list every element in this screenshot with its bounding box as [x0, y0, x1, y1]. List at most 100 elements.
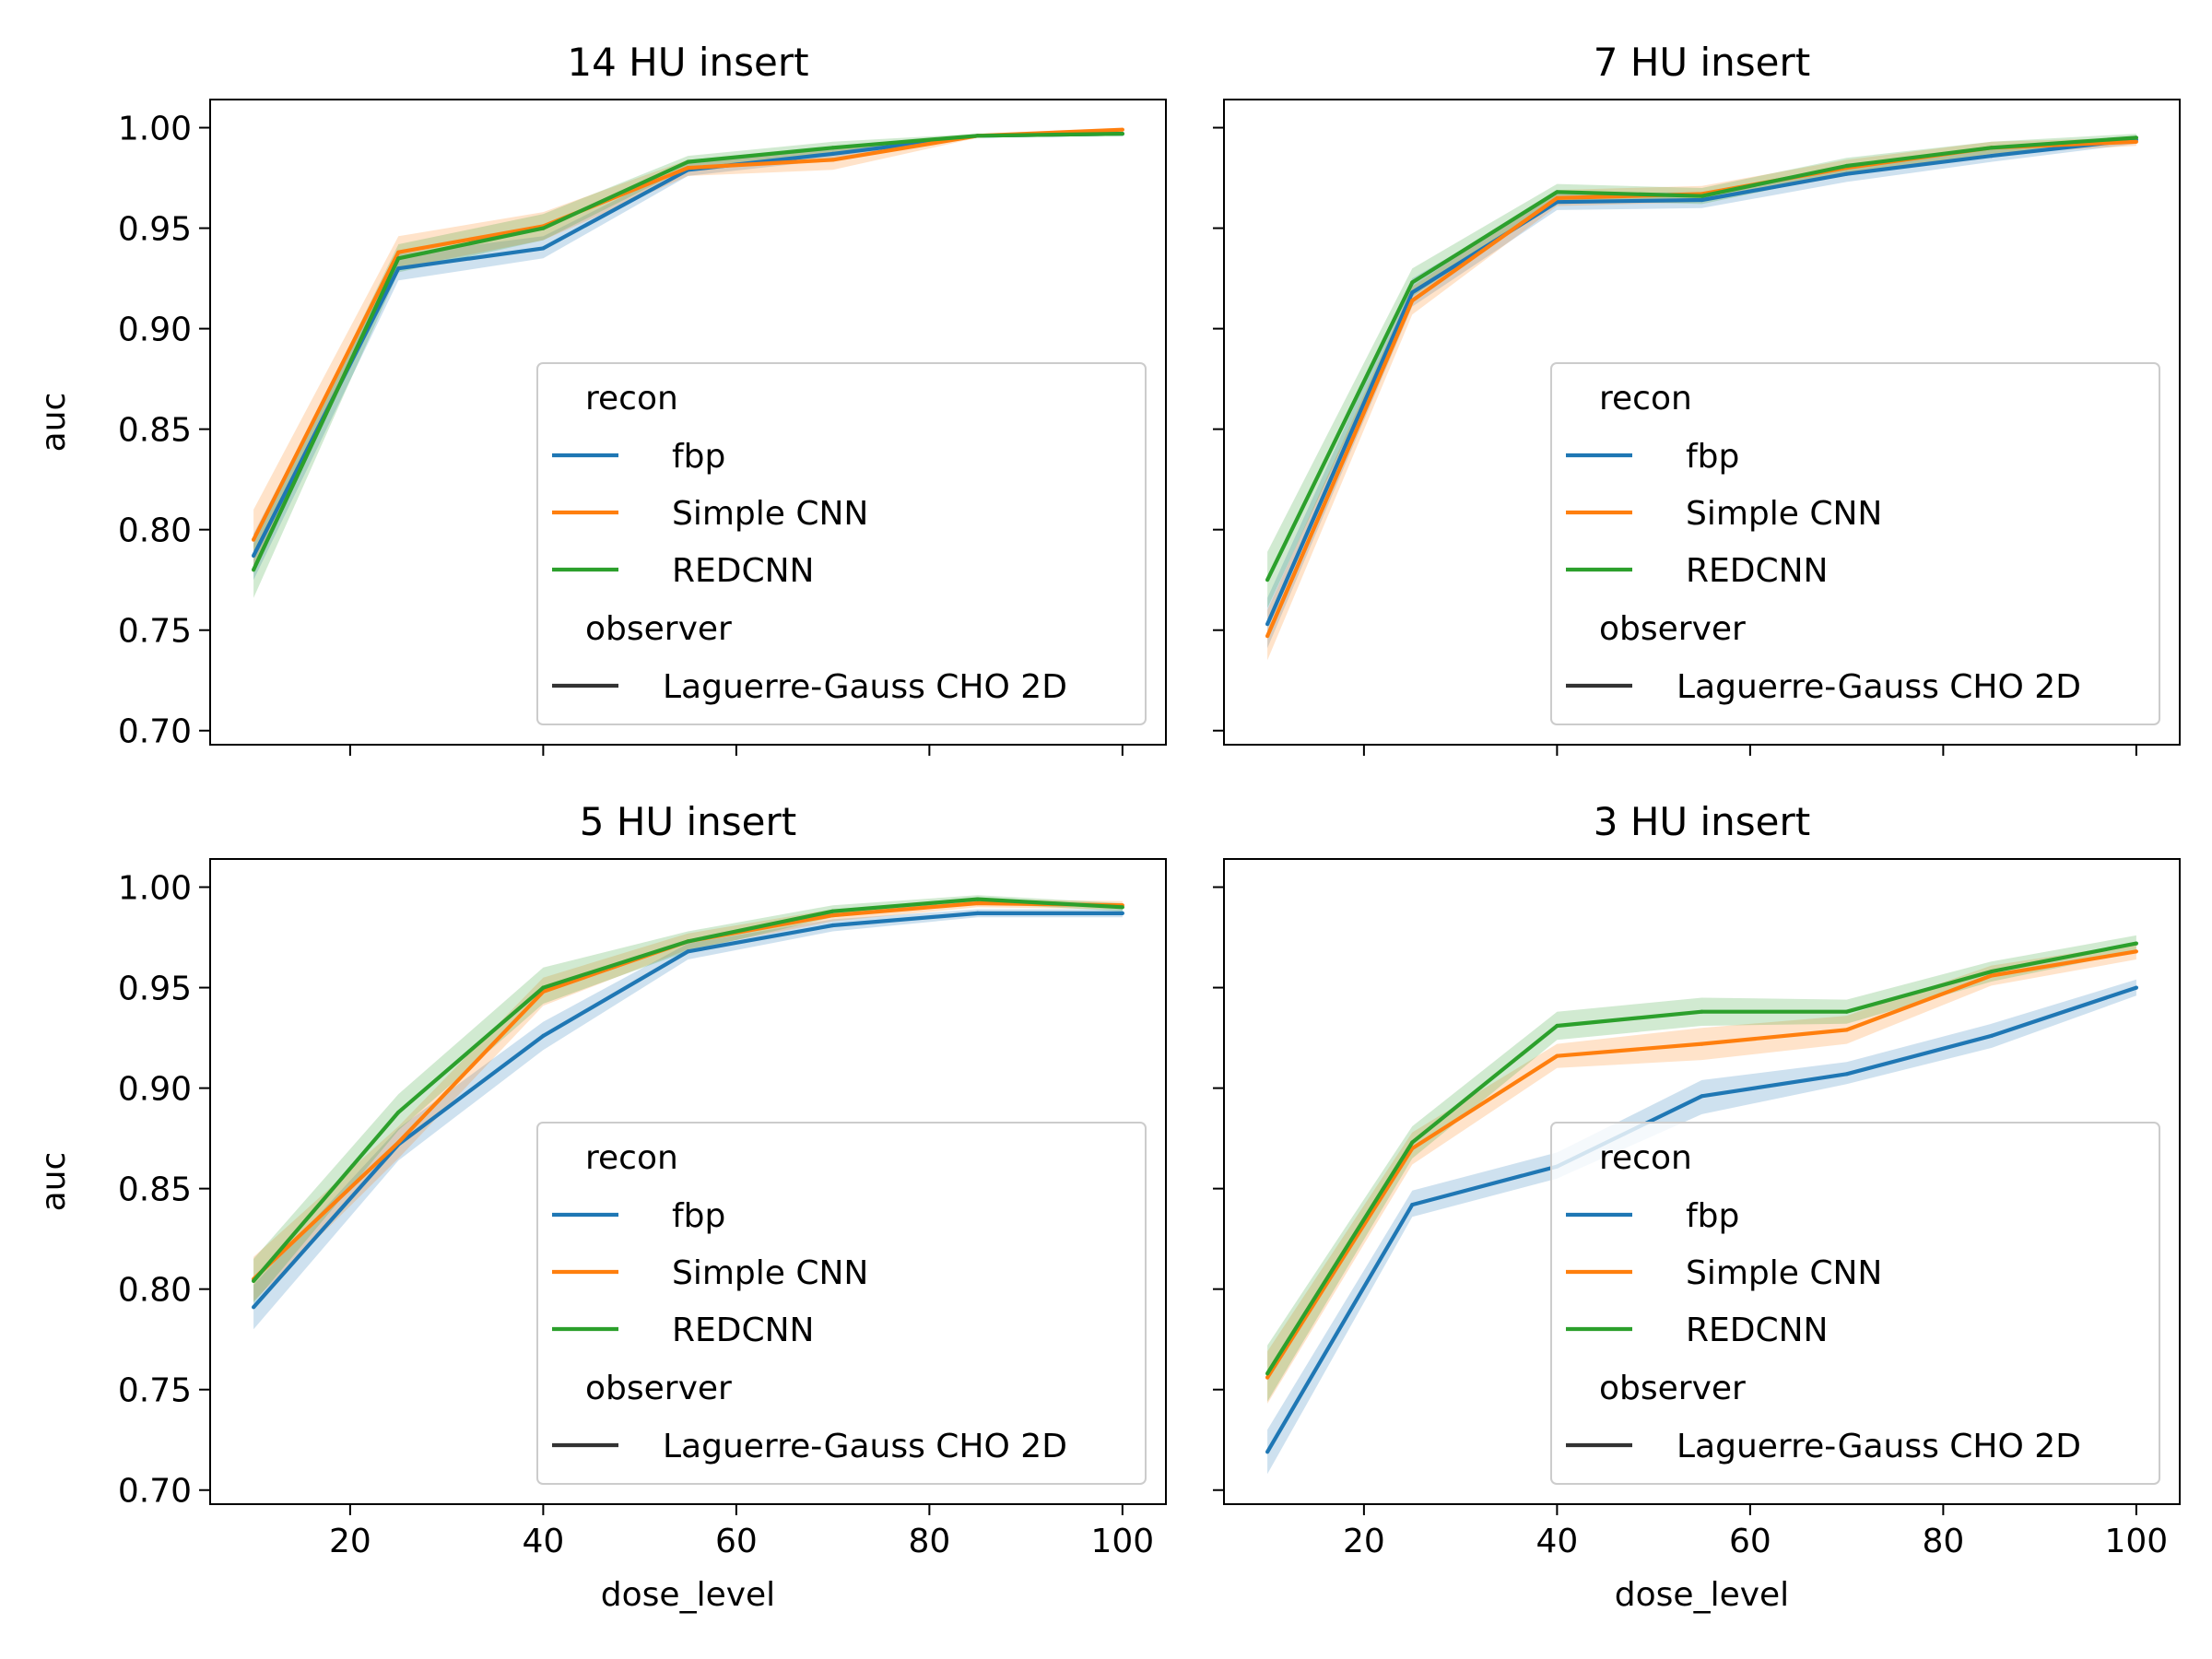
- data-point: [975, 900, 980, 906]
- data-point: [1700, 1094, 1704, 1099]
- data-point: [1120, 911, 1124, 916]
- data-point: [1989, 970, 1994, 974]
- subplot-1: 14 HU insert 0.70 0.75 0.80 0.85 0.90 0.95 1.00…: [35, 40, 1167, 756]
- ci-band-2: [1267, 943, 2136, 1404]
- data-point: [252, 1278, 256, 1283]
- legend-title-recon: recon: [1599, 380, 1692, 418]
- data-point: [2134, 941, 2138, 946]
- legend-label-1: fbp: [1686, 1197, 1739, 1235]
- legend-label-observer: Laguerre-Gauss CHO 2D: [1677, 668, 2081, 706]
- data-point: [1989, 973, 1994, 978]
- legend-label-3: REDCNN: [1686, 552, 1828, 590]
- x-tick-label: 60: [715, 1523, 758, 1560]
- y-tick-label: 0.85: [118, 1171, 192, 1209]
- x-tick-label: 40: [1535, 1523, 1578, 1560]
- axes-frame: [1223, 858, 2181, 1505]
- data-point: [1265, 634, 1270, 639]
- y-tick-label: 0.75: [118, 1372, 192, 1410]
- data-point: [1265, 622, 1270, 627]
- data-point: [2134, 985, 2138, 990]
- data-point: [1120, 132, 1124, 136]
- data-point: [1555, 190, 1559, 194]
- data-point: [830, 158, 835, 162]
- data-point: [1989, 146, 1994, 150]
- ci-band-1: [253, 909, 1123, 1330]
- data-point: [541, 1033, 546, 1038]
- legend-label-observer: Laguerre-Gauss CHO 2D: [663, 668, 1067, 706]
- axes-frame: [1223, 99, 2181, 746]
- x-tick-label: 80: [908, 1523, 950, 1560]
- x-tick-label: 20: [1343, 1523, 1385, 1560]
- x-tick-label: 100: [2105, 1523, 2169, 1560]
- data-point: [1844, 171, 1849, 176]
- data-point: [252, 553, 256, 559]
- legend-box: [536, 1122, 1147, 1485]
- data-point: [1410, 290, 1415, 295]
- data-point: [541, 985, 546, 990]
- legend-label-3: REDCNN: [672, 1312, 814, 1349]
- legend-label-3: REDCNN: [672, 552, 814, 590]
- y-axis-label: auc: [35, 1152, 73, 1212]
- y-tick-label: 1.00: [118, 870, 192, 908]
- axes-frame: [209, 99, 1167, 746]
- data-point: [686, 949, 690, 954]
- data-point: [1989, 1033, 1994, 1038]
- y-tick-label: 0.95: [118, 971, 192, 1008]
- data-point: [1844, 163, 1849, 169]
- data-point: [1410, 1203, 1415, 1207]
- subplot-4: 3 HU insert 20 40 60 80 100 dose_level recon fbp…: [1213, 799, 2181, 1614]
- subplot-title: 5 HU insert: [580, 799, 797, 844]
- data-point: [1700, 194, 1704, 198]
- legend-box: [1550, 362, 2160, 725]
- x-tick-label: 80: [1922, 1523, 1964, 1560]
- data-point: [1844, 1072, 1849, 1077]
- data-point: [541, 246, 546, 251]
- data-point: [2134, 949, 2138, 954]
- legend: recon fbp Simple CNN REDCNN observer Laguerre…: [1550, 362, 2160, 725]
- data-point: [1700, 1041, 1704, 1046]
- data-point: [396, 266, 401, 271]
- legend-label-observer: Laguerre-Gauss CHO 2D: [663, 1428, 1067, 1465]
- legend-title-observer: observer: [585, 1370, 732, 1407]
- data-point: [686, 939, 690, 944]
- x-tick-label: 60: [1729, 1523, 1771, 1560]
- x-tick-label: 100: [1091, 1523, 1155, 1560]
- data-point: [541, 226, 546, 230]
- legend-title-observer: observer: [585, 610, 732, 648]
- data-point: [2134, 135, 2138, 140]
- data-point: [975, 911, 980, 916]
- data-point: [396, 250, 401, 254]
- x-axis-label: dose_level: [601, 1576, 775, 1614]
- legend-box: [1550, 1122, 2160, 1485]
- y-tick-label: 0.85: [118, 412, 192, 450]
- data-point: [252, 568, 256, 572]
- legend-label-2: Simple CNN: [1686, 1254, 1882, 1292]
- data-point: [1265, 1371, 1270, 1376]
- data-point: [1120, 905, 1124, 910]
- data-point: [1120, 127, 1124, 132]
- data-point: [396, 1140, 401, 1145]
- subplot-title: 7 HU insert: [1594, 40, 1811, 85]
- data-point: [1410, 1140, 1415, 1145]
- legend: recon fbp Simple CNN REDCNN observer Laguerre…: [536, 362, 1147, 725]
- data-point: [975, 134, 980, 138]
- x-tick-label: 40: [522, 1523, 564, 1560]
- y-tick-label: 0.95: [118, 211, 192, 249]
- legend-title-observer: observer: [1599, 610, 1746, 648]
- subplot-2: 7 HU insert recon fbp Simple CNN REDCNN obser…: [1213, 40, 2181, 756]
- legend-label-2: Simple CNN: [672, 495, 868, 533]
- data-point: [1989, 154, 1994, 159]
- data-point: [1700, 1009, 1704, 1014]
- legend-title-observer: observer: [1599, 1370, 1746, 1407]
- data-point: [1700, 197, 1704, 203]
- y-tick-label: 0.75: [118, 613, 192, 651]
- legend: recon fbp Simple CNN REDCNN observer Laguerre…: [1550, 1122, 2160, 1485]
- data-point: [1410, 280, 1415, 285]
- legend: recon fbp Simple CNN REDCNN observer Laguerre…: [536, 1122, 1147, 1485]
- y-axis-label: auc: [35, 393, 73, 453]
- data-point: [1265, 1375, 1270, 1380]
- data-point: [1844, 1028, 1849, 1032]
- ci-band-2: [253, 899, 1123, 1301]
- x-tick-label: 20: [329, 1523, 371, 1560]
